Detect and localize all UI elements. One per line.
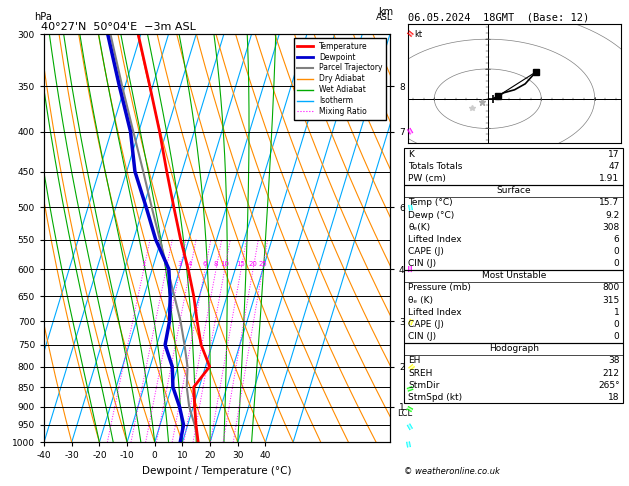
Text: 6: 6 (614, 235, 620, 244)
Text: Surface: Surface (496, 186, 532, 195)
Text: ≡: ≡ (403, 360, 415, 373)
Text: 25: 25 (258, 261, 267, 267)
Text: 212: 212 (603, 368, 620, 378)
Text: CIN (J): CIN (J) (408, 259, 437, 268)
Text: kt: kt (414, 30, 422, 39)
Text: ≡: ≡ (403, 265, 413, 273)
Text: θₑ (K): θₑ (K) (408, 295, 433, 305)
Text: ≡: ≡ (403, 316, 415, 327)
Text: Lifted Index: Lifted Index (408, 235, 462, 244)
Text: ≡: ≡ (403, 381, 414, 393)
Text: 47: 47 (608, 162, 620, 171)
Text: 0: 0 (614, 247, 620, 256)
Text: SREH: SREH (408, 368, 433, 378)
Text: 1: 1 (614, 308, 620, 317)
Text: CIN (J): CIN (J) (408, 332, 437, 341)
Text: km: km (378, 7, 393, 17)
Text: StmDir: StmDir (408, 381, 440, 390)
Text: 8: 8 (214, 261, 218, 267)
Text: 10: 10 (220, 261, 230, 267)
Text: 6: 6 (203, 261, 208, 267)
Text: CAPE (J): CAPE (J) (408, 247, 444, 256)
Text: 17: 17 (608, 150, 620, 159)
Text: CAPE (J): CAPE (J) (408, 320, 444, 329)
Text: 9.2: 9.2 (605, 210, 620, 220)
Text: © weatheronline.co.uk: © weatheronline.co.uk (404, 467, 500, 476)
Text: 3: 3 (178, 261, 182, 267)
Text: 315: 315 (603, 295, 620, 305)
Text: hPa: hPa (35, 12, 52, 22)
Text: EH: EH (408, 356, 421, 365)
Text: 4: 4 (188, 261, 192, 267)
Legend: Temperature, Dewpoint, Parcel Trajectory, Dry Adiabat, Wet Adiabat, Isotherm, Mi: Temperature, Dewpoint, Parcel Trajectory… (294, 38, 386, 120)
X-axis label: Dewpoint / Temperature (°C): Dewpoint / Temperature (°C) (142, 466, 292, 476)
Text: 1.91: 1.91 (599, 174, 620, 183)
Text: Hodograph: Hodograph (489, 344, 539, 353)
Text: Lifted Index: Lifted Index (408, 308, 462, 317)
Text: 0: 0 (614, 259, 620, 268)
Text: 38: 38 (608, 356, 620, 365)
Text: 15.7: 15.7 (599, 198, 620, 208)
Text: ≡: ≡ (403, 125, 415, 138)
Text: 265°: 265° (598, 381, 620, 390)
Text: 0: 0 (614, 320, 620, 329)
Text: ≡: ≡ (403, 419, 415, 431)
Text: 06.05.2024  18GMT  (Base: 12): 06.05.2024 18GMT (Base: 12) (408, 13, 589, 23)
Text: 40°27'N  50°04'E  −3m ASL: 40°27'N 50°04'E −3m ASL (40, 22, 196, 32)
Text: Temp (°C): Temp (°C) (408, 198, 453, 208)
Text: Totals Totals: Totals Totals (408, 162, 462, 171)
Text: θₑ(K): θₑ(K) (408, 223, 430, 232)
Text: ≡: ≡ (403, 28, 415, 40)
Text: Most Unstable: Most Unstable (482, 271, 546, 280)
Text: 0: 0 (614, 332, 620, 341)
Text: ≡: ≡ (403, 202, 414, 212)
Text: ASL: ASL (376, 13, 393, 22)
Text: LCL: LCL (397, 410, 412, 418)
Text: 1: 1 (142, 261, 146, 267)
Text: ≡: ≡ (403, 400, 415, 413)
Text: 20: 20 (248, 261, 257, 267)
Text: ≡: ≡ (403, 437, 414, 447)
Text: 308: 308 (603, 223, 620, 232)
Text: StmSpd (kt): StmSpd (kt) (408, 393, 462, 402)
Text: 15: 15 (237, 261, 245, 267)
Text: Dewp (°C): Dewp (°C) (408, 210, 455, 220)
Text: Pressure (mb): Pressure (mb) (408, 283, 471, 293)
Text: 2: 2 (164, 261, 169, 267)
Text: 18: 18 (608, 393, 620, 402)
Text: 800: 800 (603, 283, 620, 293)
Text: PW (cm): PW (cm) (408, 174, 446, 183)
Text: K: K (408, 150, 414, 159)
